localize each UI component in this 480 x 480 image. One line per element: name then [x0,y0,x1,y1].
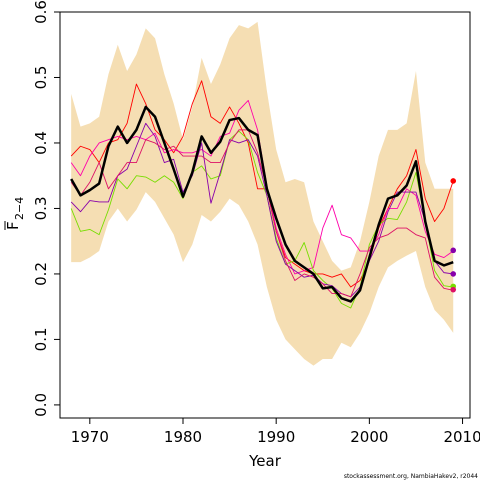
series-line-2 [70,80,454,288]
series-line-1 [70,105,454,303]
y-tick-label: 0.1 [32,327,50,351]
y-axis: 0.0 0.1 0.2 0.3 0.4 0.5 0.6 [32,0,60,417]
y-tick-label: 0.0 [32,393,50,417]
endpoint-dot-3 [450,271,457,277]
series-line-4 [70,130,454,309]
x-tick-label: 2010 [443,428,480,446]
confidence-band [71,21,454,366]
y-tick-label: 0.4 [32,131,50,155]
x-tick-label: 1990 [257,428,295,446]
y-axis-title: F 2−4 [4,197,26,230]
x-tick-label: 2000 [350,428,388,446]
series-layer [70,80,454,309]
x-axis: 1970 1980 1990 2000 2010 [71,418,480,446]
y-tick-label: 0.6 [32,0,50,24]
y-tick-label: 0.5 [32,66,50,90]
y-axis-title-sub: 2−4 [13,197,26,220]
y-axis-title-main: F [4,221,22,230]
y-tick-label: 0.2 [32,262,50,286]
endpoint-layer [450,178,457,293]
series-line-5 [70,122,454,298]
credit-text: stockassessment.org, NambiaHakev2, r2044 [344,473,478,480]
y-tick-label: 0.3 [32,197,50,221]
series-line-6 [70,129,454,298]
endpoint-dot-1 [450,178,457,184]
x-axis-title: Year [248,452,282,470]
plot-frame [59,11,471,419]
confidence-band-layer [71,21,454,366]
endpoint-dot-5 [450,286,457,293]
x-tick-label: 1980 [164,428,202,446]
x-tick-label: 1970 [71,428,109,446]
endpoint-dot-2 [450,247,457,254]
